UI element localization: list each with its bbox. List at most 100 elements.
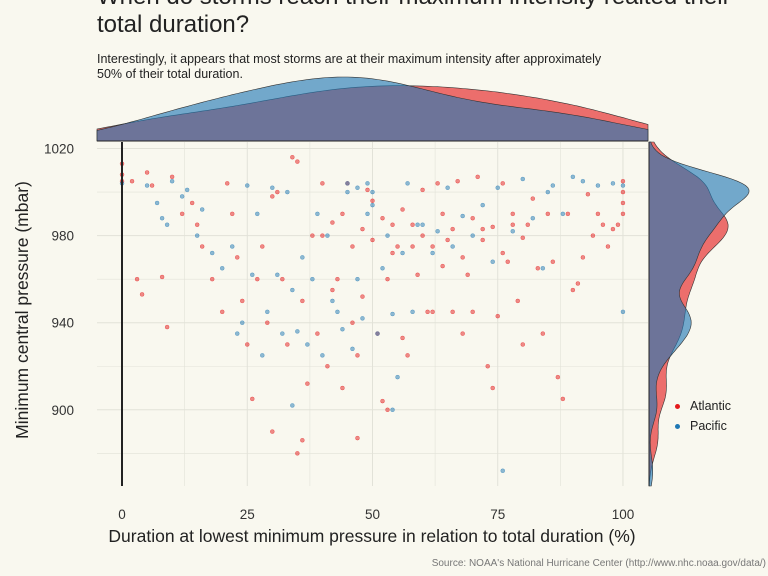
data-point <box>620 200 626 206</box>
data-point <box>219 309 225 315</box>
y-tick-label: 940 <box>51 316 74 331</box>
y-tick-label: 980 <box>51 229 74 244</box>
data-point <box>460 255 465 260</box>
data-point <box>315 331 320 336</box>
data-point <box>280 331 285 336</box>
data-point <box>179 194 185 199</box>
data-point <box>275 272 280 278</box>
y-axis-ticks: 900 940 980 1020 <box>44 142 74 418</box>
gridlines <box>97 142 648 486</box>
data-point <box>560 211 566 217</box>
data-point <box>420 233 425 238</box>
data-point <box>390 407 395 413</box>
data-point <box>285 342 290 347</box>
data-point <box>199 207 205 212</box>
data-point <box>134 276 140 282</box>
data-point <box>595 211 601 217</box>
data-point <box>520 342 526 347</box>
data-point <box>470 215 475 221</box>
data-point <box>235 255 240 260</box>
data-point <box>475 174 480 180</box>
x-axis-ticks: 0 25 50 75 100 <box>118 507 634 522</box>
data-point <box>610 181 616 186</box>
legend-label: Atlantic <box>690 399 731 413</box>
data-point <box>330 220 335 225</box>
data-point <box>385 407 390 413</box>
data-point <box>400 207 405 212</box>
data-point <box>370 198 375 204</box>
data-point <box>305 342 310 347</box>
data-point <box>570 287 576 293</box>
data-point <box>229 244 235 249</box>
x-tick-label: 25 <box>240 507 255 522</box>
data-point <box>620 178 626 184</box>
data-point <box>460 213 465 219</box>
data-point <box>355 276 360 282</box>
data-point <box>525 222 531 227</box>
data-point <box>345 189 350 195</box>
data-point <box>290 154 295 160</box>
data-point <box>330 287 335 293</box>
data-point <box>545 211 551 217</box>
data-point <box>265 309 270 315</box>
data-point <box>445 237 450 243</box>
data-point <box>340 326 345 332</box>
data-point <box>365 181 370 186</box>
data-point <box>184 187 190 193</box>
data-point <box>219 266 225 271</box>
y-tick-label: 900 <box>51 403 74 418</box>
chart-caption: Source: NOAA's National Hurricane Center… <box>431 558 766 569</box>
data-point <box>400 250 405 256</box>
y-tick-label: 1020 <box>44 142 74 157</box>
data-point <box>580 178 586 184</box>
data-point <box>450 309 455 315</box>
data-point <box>270 194 275 199</box>
data-point <box>435 229 440 234</box>
data-point <box>169 178 175 184</box>
data-point <box>320 181 325 186</box>
data-point <box>300 255 305 260</box>
data-point <box>355 435 360 441</box>
data-point <box>550 259 556 264</box>
data-point <box>209 250 215 256</box>
data-point <box>240 298 245 304</box>
data-point <box>350 244 355 249</box>
data-point <box>245 183 250 188</box>
data-point <box>620 183 626 188</box>
legend-dot-icon <box>675 403 680 409</box>
data-point <box>550 183 556 188</box>
data-point <box>470 309 475 315</box>
data-point <box>194 222 200 227</box>
data-point <box>510 229 516 234</box>
data-point <box>610 226 616 232</box>
data-point <box>390 311 395 317</box>
data-point <box>430 244 435 249</box>
data-point <box>325 233 330 238</box>
data-point <box>430 250 435 256</box>
data-point <box>530 215 536 221</box>
data-point <box>300 438 305 443</box>
data-point <box>555 374 561 380</box>
data-point <box>365 211 370 217</box>
data-point <box>310 233 315 238</box>
data-point <box>370 189 375 195</box>
data-point <box>250 272 255 278</box>
data-point <box>510 222 516 227</box>
data-point <box>335 309 340 315</box>
data-point <box>440 263 445 269</box>
data-point <box>255 211 260 217</box>
data-point <box>149 183 155 188</box>
data-point <box>260 244 265 249</box>
data-point <box>405 353 410 358</box>
data-point <box>545 189 551 195</box>
data-point <box>520 176 526 182</box>
data-point <box>179 211 185 217</box>
data-point <box>480 202 485 208</box>
data-point <box>620 211 626 217</box>
chart-title: When do storms reach their maximum inten… <box>97 0 731 38</box>
data-point <box>295 451 300 456</box>
data-point <box>129 178 135 184</box>
data-point <box>275 189 280 195</box>
